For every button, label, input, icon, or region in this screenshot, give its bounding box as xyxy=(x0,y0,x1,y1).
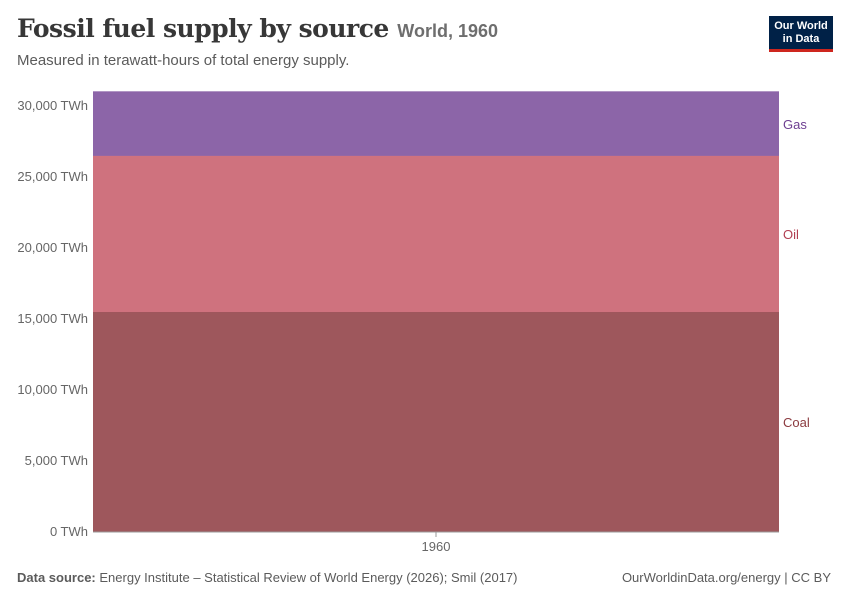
y-tick-label: 10,000 TWh xyxy=(17,382,88,397)
y-tick-label: 20,000 TWh xyxy=(17,240,88,255)
footer-link[interactable]: OurWorldinData.org/energy | CC BY xyxy=(621,570,831,585)
y-tick-label: 5,000 TWh xyxy=(25,453,88,468)
y-tick-label: 15,000 TWh xyxy=(17,311,88,326)
chart-title: Fossil fuel supply by source xyxy=(17,14,389,43)
chart-entity: World, 1960 xyxy=(397,21,498,41)
y-tick-label: 0 TWh xyxy=(50,524,88,539)
area-oil xyxy=(93,155,779,312)
logo-line-2: in Data xyxy=(782,33,820,45)
y-tick-label: 30,000 TWh xyxy=(17,98,88,113)
logo-line-1: Our World xyxy=(774,20,828,32)
chart-subtitle: Measured in terawatt-hours of total ener… xyxy=(17,52,350,69)
series-label-gas: Gas xyxy=(783,117,807,132)
owid-logo[interactable]: Our World in Data xyxy=(769,16,833,52)
source-text: Energy Institute – Statistical Review of… xyxy=(99,570,518,585)
area-coal xyxy=(93,312,779,532)
series-label-coal: Coal xyxy=(783,415,810,430)
y-tick-label: 25,000 TWh xyxy=(17,169,88,184)
series-label-oil: Oil xyxy=(783,227,799,242)
area-gas xyxy=(93,92,779,156)
footer-source: Data source: Energy Institute – Statisti… xyxy=(17,570,517,585)
x-tick-label: 1960 xyxy=(422,539,451,554)
title-row: Fossil fuel supply by source World, 1960 xyxy=(17,14,498,43)
source-label: Data source: xyxy=(17,570,96,585)
